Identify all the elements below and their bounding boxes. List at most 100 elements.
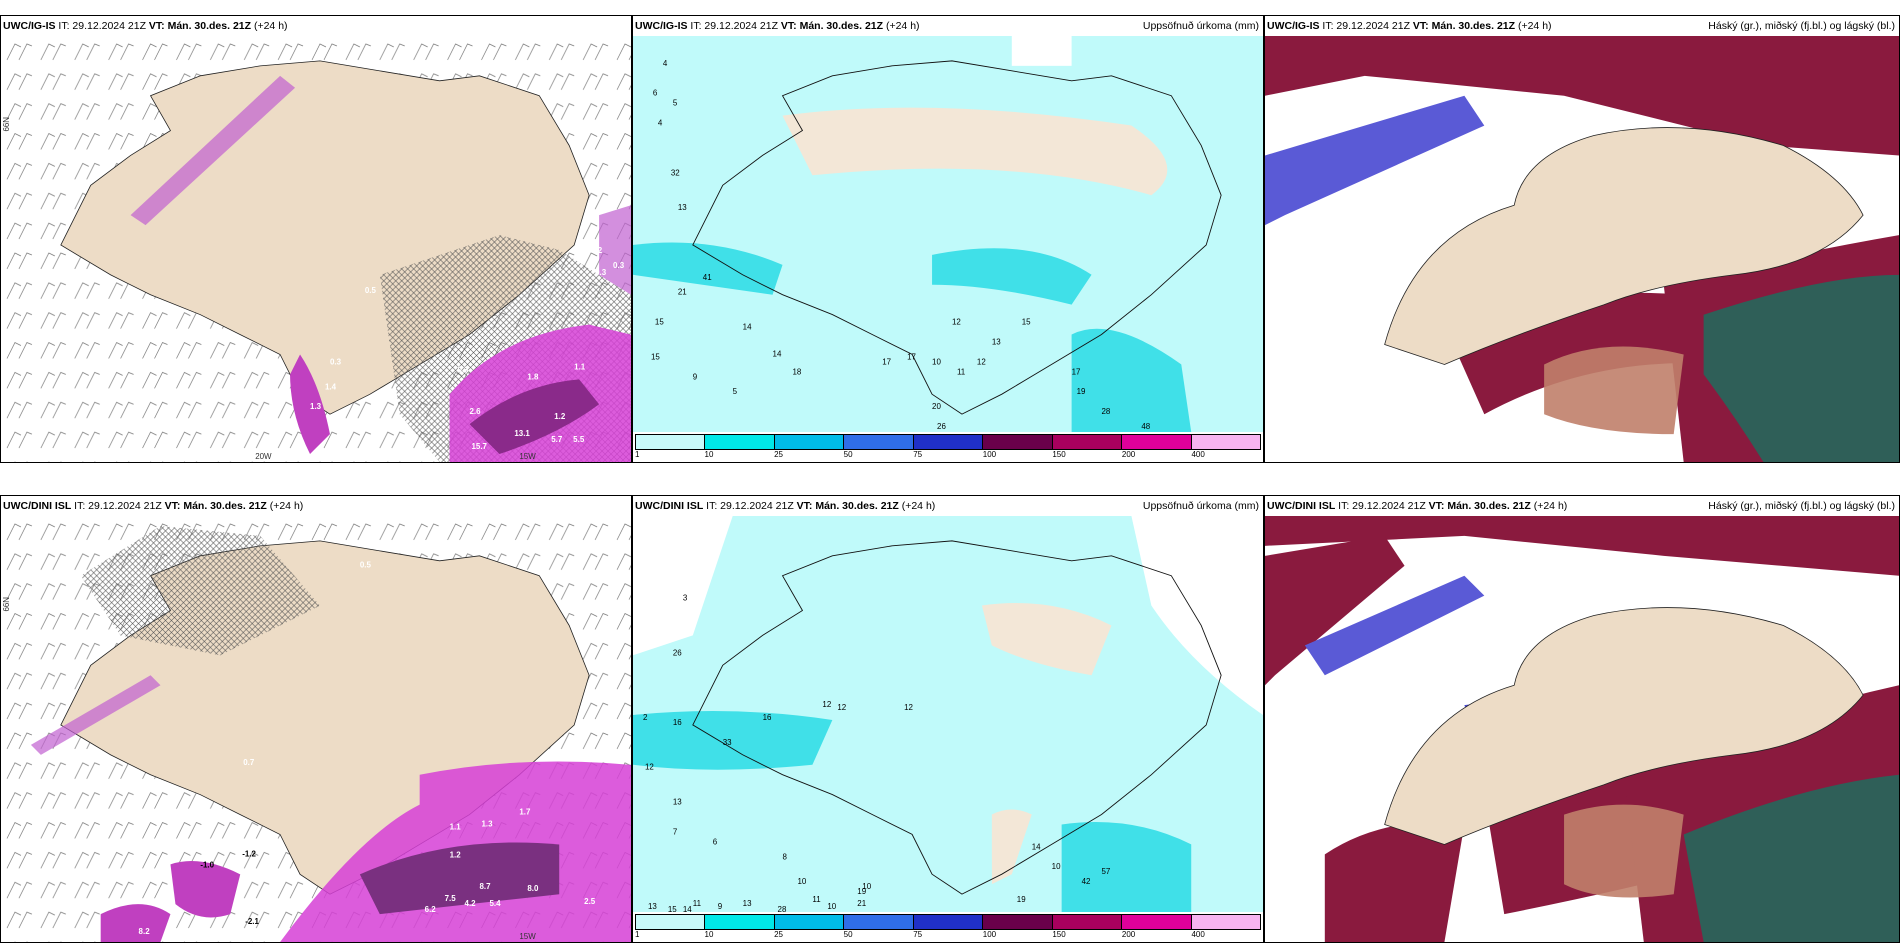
svg-text:0.5: 0.5 (365, 286, 377, 295)
iceland-outline (692, 60, 1222, 415)
svg-text:9: 9 (718, 902, 723, 911)
svg-text:13: 13 (743, 899, 752, 908)
svg-text:-1.0: -1.0 (200, 860, 214, 869)
colorbar-swatch (1052, 915, 1123, 929)
svg-text:20: 20 (932, 402, 941, 411)
colorbar-tick-label: 50 (843, 930, 853, 939)
svg-text:1.1: 1.1 (450, 823, 462, 832)
svg-text:8.0: 8.0 (527, 884, 539, 893)
svg-text:15: 15 (1022, 318, 1031, 327)
svg-text:18: 18 (792, 367, 801, 376)
colorbar-swatch (636, 435, 706, 449)
colorbar-tick-label: 75 (913, 450, 923, 459)
svg-text:6: 6 (653, 89, 658, 98)
colorbar-swatch (913, 435, 984, 449)
svg-text:2.5: 2.5 (584, 897, 596, 906)
panel-precip-row1: UWC/IG-IS IT: 29.12.2024 21Z VT: Mán. 30… (632, 15, 1264, 463)
svg-text:21: 21 (857, 899, 866, 908)
svg-text:15W: 15W (519, 452, 536, 461)
svg-text:19: 19 (1017, 895, 1026, 904)
svg-text:11: 11 (957, 367, 966, 376)
svg-text:8.7: 8.7 (479, 882, 491, 891)
svg-text:1.7: 1.7 (519, 808, 531, 817)
colorbar-swatch (1191, 915, 1260, 929)
svg-text:16: 16 (763, 713, 772, 722)
svg-text:1.2: 1.2 (450, 850, 462, 859)
svg-text:1.2: 1.2 (554, 412, 566, 421)
svg-text:14: 14 (1032, 842, 1041, 851)
colorbar-tick-label: 100 (982, 930, 997, 939)
svg-text:1.3: 1.3 (481, 820, 493, 829)
colorbar-swatch (844, 435, 914, 449)
colorbar-tick-label: 10 (704, 450, 714, 459)
svg-text:17: 17 (1072, 367, 1081, 376)
svg-text:10: 10 (797, 877, 806, 886)
svg-text:10: 10 (1052, 862, 1061, 871)
colorbar-swatch (913, 915, 984, 929)
svg-text:57: 57 (1102, 867, 1111, 876)
svg-text:4.2: 4.2 (465, 899, 477, 908)
panel-winds-row2: UWC/DINI ISL IT: 29.12.2024 21Z VT: Mán.… (0, 495, 632, 943)
precip-colorbar: 1 10 25 50 75 100 150 200 400 (635, 914, 1261, 940)
svg-text:5.5: 5.5 (573, 435, 585, 444)
svg-text:1.1: 1.1 (574, 362, 586, 371)
colorbar-swatch (1052, 435, 1123, 449)
cloud-map (1265, 36, 1899, 462)
svg-text:-2.1: -2.1 (245, 917, 259, 926)
svg-text:10: 10 (827, 902, 836, 911)
svg-text:32: 32 (671, 168, 680, 177)
svg-text:12: 12 (904, 703, 913, 712)
svg-text:15: 15 (655, 318, 664, 327)
svg-text:11: 11 (693, 899, 702, 908)
svg-text:17: 17 (882, 357, 891, 366)
panel-clouds-row2: UWC/DINI ISL IT: 29.12.2024 21Z VT: Mán.… (1264, 495, 1900, 943)
svg-text:10: 10 (862, 882, 871, 891)
colorbar-swatch (983, 915, 1053, 929)
svg-text:13: 13 (673, 798, 682, 807)
svg-text:11: 11 (812, 895, 821, 904)
svg-text:0.3: 0.3 (595, 268, 607, 277)
svg-text:14: 14 (773, 349, 782, 358)
svg-text:14: 14 (683, 905, 692, 912)
svg-text:5: 5 (733, 387, 738, 396)
svg-text:2: 2 (643, 713, 648, 722)
svg-text:12: 12 (822, 700, 831, 709)
svg-text:7.5: 7.5 (445, 894, 457, 903)
colorbar-tick-label: 200 (1121, 450, 1136, 459)
svg-text:4: 4 (663, 59, 668, 68)
wind-map: 0.2 0.3 0.3 0.5 0.3 0.3 1.8 1.1 2.6 1.2 15.7 13.… (1, 36, 631, 462)
svg-text:66N: 66N (2, 597, 11, 612)
svg-text:13: 13 (992, 337, 1001, 346)
svg-text:15W: 15W (519, 932, 536, 941)
svg-text:5.4: 5.4 (489, 899, 501, 908)
colorbar-tick-label: 400 (1191, 930, 1205, 939)
svg-text:26: 26 (937, 422, 946, 431)
svg-text:6.2: 6.2 (425, 905, 437, 914)
svg-text:41: 41 (703, 273, 712, 282)
colorbar-tick-label: 1 (635, 930, 640, 939)
colorbar-tick-label: 50 (843, 450, 853, 459)
panel-winds-row1: UWC/IG-IS IT: 29.12.2024 21Z VT: Mán. 30… (0, 15, 632, 463)
colorbar-swatch (1122, 915, 1192, 929)
svg-text:1.4: 1.4 (325, 382, 337, 391)
svg-text:21: 21 (678, 288, 687, 297)
svg-text:12: 12 (952, 318, 961, 327)
colorbar-swatch (774, 915, 845, 929)
svg-text:5: 5 (673, 99, 678, 108)
svg-text:13: 13 (648, 902, 657, 911)
svg-text:0.3: 0.3 (613, 261, 625, 270)
precip-map: 2 3 26 16 33 16 12 12 12 12 13 7 6 8 10 10 14 11 13 21 … (633, 516, 1263, 912)
panel-header: UWC/DINI ISL IT: 29.12.2024 21Z VT: Mán.… (635, 500, 1259, 512)
cloud-map (1265, 516, 1899, 942)
colorbar-swatch (705, 915, 775, 929)
precip-map: 4 6 5 4 32 13 41 21 15 15 14 14 18 17 17 12 10 11 12 13… (633, 36, 1263, 432)
colorbar-swatch (1191, 435, 1260, 449)
svg-text:0.3: 0.3 (330, 357, 342, 366)
colorbar-tick-label: 150 (1052, 930, 1066, 939)
panel-precip-row2: UWC/DINI ISL IT: 29.12.2024 21Z VT: Mán.… (632, 495, 1264, 943)
svg-text:66N: 66N (2, 117, 11, 132)
svg-text:0.3: 0.3 (253, 387, 265, 396)
svg-text:12: 12 (837, 703, 846, 712)
svg-text:3: 3 (683, 594, 688, 603)
colorbar-tick-label: 200 (1121, 930, 1136, 939)
